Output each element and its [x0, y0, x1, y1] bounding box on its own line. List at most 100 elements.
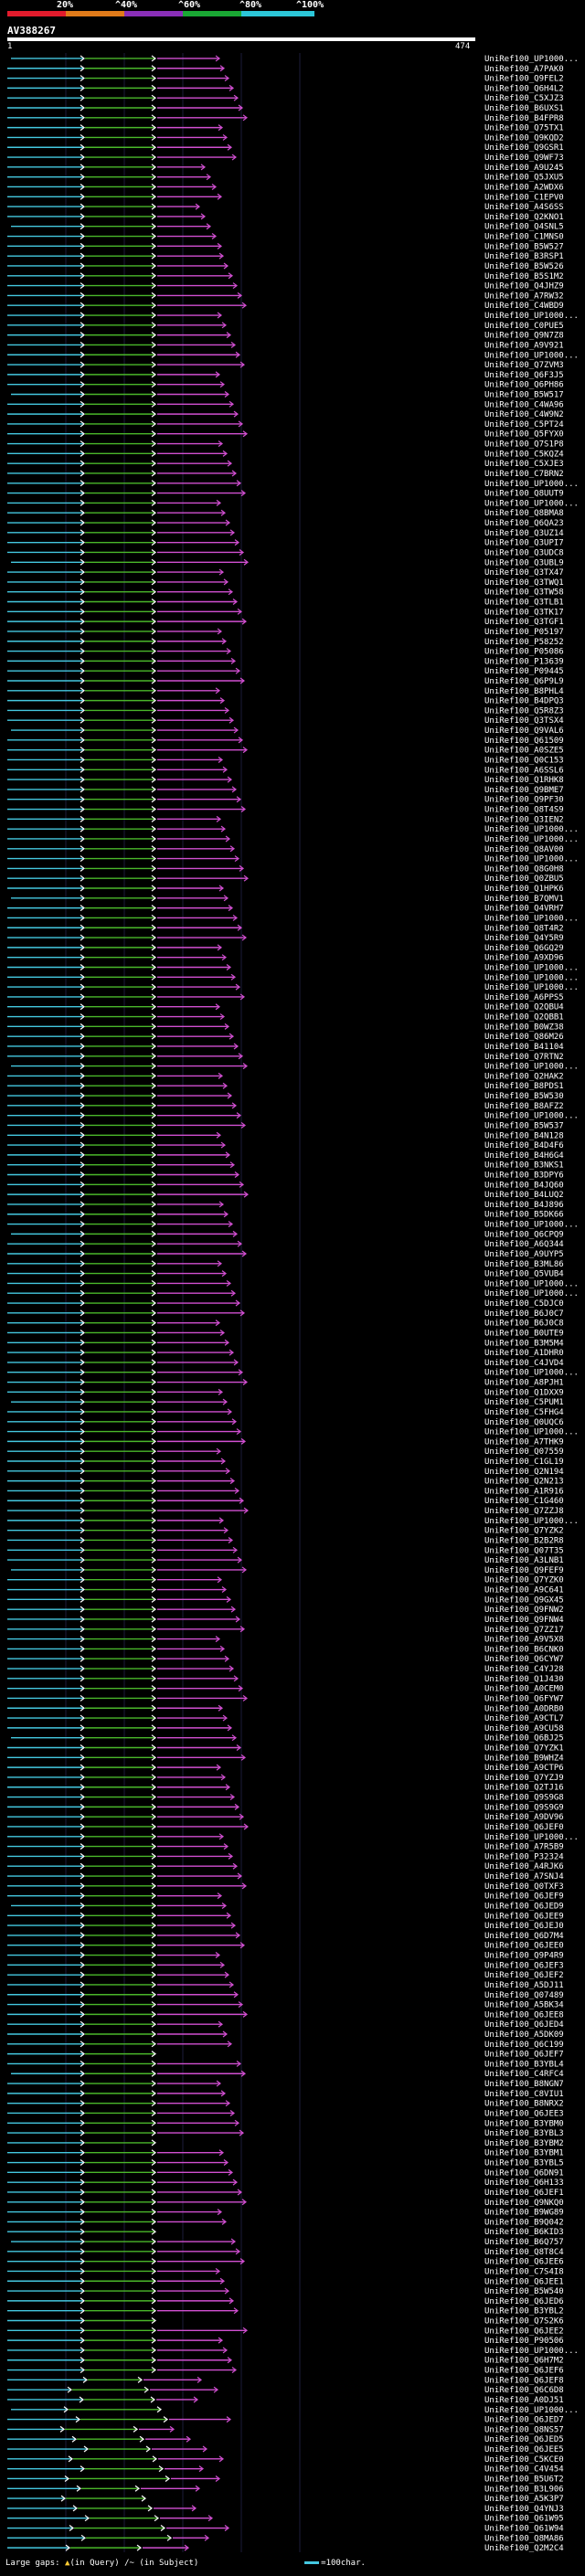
hit-label[interactable]: UniRef100_B3DPY6: [484, 1171, 564, 1181]
hit-label[interactable]: UniRef100_Q9VAL6: [484, 726, 564, 736]
hit-label[interactable]: UniRef100_Q2HAK2: [484, 1072, 564, 1081]
hit-label[interactable]: UniRef100_UP1000...: [484, 351, 579, 360]
hit-row[interactable]: UniRef100_C4W9N2: [7, 410, 564, 419]
hit-label[interactable]: UniRef100_A9UYP5: [484, 1250, 564, 1259]
hit-label[interactable]: UniRef100_Q07T35: [484, 1546, 564, 1555]
hit-label[interactable]: UniRef100_B7QMV1: [484, 895, 564, 904]
hit-label[interactable]: UniRef100_Q3TK17: [484, 608, 564, 617]
hit-row[interactable]: UniRef100_Q6JEF2: [7, 1971, 564, 1980]
hit-label[interactable]: UniRef100_B4N128: [484, 1131, 564, 1140]
hit-label[interactable]: UniRef100_Q7ZVM3: [484, 361, 564, 370]
hit-label[interactable]: UniRef100_Q6JEE6: [484, 2258, 564, 2267]
hit-label[interactable]: UniRef100_B4LUQ2: [484, 1191, 564, 1200]
hit-row[interactable]: UniRef100_C4YJ28: [7, 1665, 564, 1674]
hit-label[interactable]: UniRef100_A8PJH1: [484, 1379, 564, 1388]
hit-row[interactable]: UniRef100_B4D4F6: [7, 1141, 564, 1150]
hit-row[interactable]: UniRef100_B3YBL3: [7, 2129, 564, 2138]
hit-row[interactable]: UniRef100_Q6FYW7: [7, 1694, 564, 1703]
hit-label[interactable]: UniRef100_Q9PF30: [484, 796, 564, 805]
hit-label[interactable]: UniRef100_A5DK09: [484, 2030, 564, 2040]
hit-label[interactable]: UniRef100_B3YBL3: [484, 2129, 564, 2138]
hit-label[interactable]: UniRef100_Q8MA86: [484, 2534, 564, 2543]
hit-label[interactable]: UniRef100_Q6JEE9: [484, 1912, 564, 1921]
hit-label[interactable]: UniRef100_Q6JEF2: [484, 1971, 564, 1980]
hit-label[interactable]: UniRef100_UP1000...: [484, 825, 579, 834]
hit-label[interactable]: UniRef100_UP1000...: [484, 55, 579, 64]
hit-label[interactable]: UniRef100_C5DJC0: [484, 1299, 564, 1309]
hit-row[interactable]: UniRef100_Q5JXU5: [7, 174, 564, 183]
hit-row[interactable]: UniRef100_C4WBD9: [7, 302, 564, 311]
hit-label[interactable]: UniRef100_A1DHR0: [484, 1349, 564, 1358]
hit-row[interactable]: UniRef100_UP1000...: [7, 1369, 579, 1378]
hit-label[interactable]: UniRef100_UP1000...: [484, 1517, 579, 1526]
hit-row[interactable]: UniRef100_A5DJ11: [7, 1981, 564, 1990]
hit-label[interactable]: UniRef100_C5FHG4: [484, 1408, 564, 1417]
hit-row[interactable]: UniRef100_Q6GQ29: [7, 944, 564, 953]
hit-row[interactable]: UniRef100_Q6JED5: [7, 2435, 564, 2444]
hit-label[interactable]: UniRef100_Q2N194: [484, 1468, 564, 1477]
hit-label[interactable]: UniRef100_B0WZ38: [484, 1023, 564, 1032]
hit-label[interactable]: UniRef100_B6UXS1: [484, 104, 564, 113]
hit-label[interactable]: UniRef100_Q6D7M4: [484, 1932, 564, 1941]
hit-row[interactable]: UniRef100_Q9FEL2: [7, 75, 564, 84]
hit-label[interactable]: UniRef100_UP1000...: [484, 973, 579, 982]
hit-label[interactable]: UniRef100_Q7S1P8: [484, 440, 564, 450]
hit-row[interactable]: UniRef100_A0CEM0: [7, 1685, 564, 1694]
hit-label[interactable]: UniRef100_Q9FNW4: [484, 1616, 564, 1625]
hit-label[interactable]: UniRef100_P58252: [484, 638, 564, 647]
hit-label[interactable]: UniRef100_Q6JEF0: [484, 1823, 564, 1832]
hit-label[interactable]: UniRef100_Q9WF73: [484, 154, 564, 163]
hit-row[interactable]: UniRef100_Q5FYX0: [7, 430, 564, 440]
hit-label[interactable]: UniRef100_A9CTP6: [484, 1764, 564, 1773]
hit-row[interactable]: UniRef100_Q6JED7: [7, 2416, 564, 2425]
hit-row[interactable]: UniRef100_Q8T4R2: [7, 924, 564, 933]
hit-label[interactable]: UniRef100_A2WDX6: [484, 183, 564, 192]
hit-label[interactable]: UniRef100_Q6JED9: [484, 1902, 564, 1911]
hit-label[interactable]: UniRef100_B0UTE9: [484, 1329, 564, 1338]
hit-row[interactable]: UniRef100_Q3UZ14: [7, 529, 564, 538]
hit-label[interactable]: UniRef100_UP1000...: [484, 480, 579, 489]
hit-row[interactable]: UniRef100_A7THK9: [7, 1437, 564, 1447]
hit-label[interactable]: UniRef100_Q7YZK1: [484, 1744, 564, 1754]
hit-row[interactable]: UniRef100_Q7YZJ9: [7, 1774, 564, 1783]
hit-label[interactable]: UniRef100_Q61W94: [484, 2525, 564, 2534]
hit-label[interactable]: UniRef100_Q7ZZ17: [484, 1626, 564, 1635]
hit-label[interactable]: UniRef100_Q2QBU4: [484, 1003, 564, 1012]
hit-label[interactable]: UniRef100_UP1000...: [484, 2347, 579, 2356]
hit-label[interactable]: UniRef100_Q9FEF9: [484, 1566, 564, 1575]
hit-label[interactable]: UniRef100_B6CNK0: [484, 1645, 564, 1654]
hit-label[interactable]: UniRef100_Q3TGF1: [484, 618, 564, 627]
hit-row[interactable]: UniRef100_B8PDS1: [7, 1082, 564, 1091]
hit-label[interactable]: UniRef100_A0CEM0: [484, 1685, 564, 1694]
hit-label[interactable]: UniRef100_B3YBM2: [484, 2139, 564, 2148]
hit-row[interactable]: UniRef100_Q4Y5R9: [7, 934, 564, 943]
hit-row[interactable]: UniRef100_C4V454: [7, 2465, 564, 2475]
hit-label[interactable]: UniRef100_B5W527: [484, 242, 564, 251]
hit-row[interactable]: UniRef100_A9V5X8: [7, 1636, 564, 1645]
hit-label[interactable]: UniRef100_B3YBL4: [484, 2060, 564, 2069]
hit-row[interactable]: UniRef100_Q6P9L9: [7, 677, 564, 686]
hit-row[interactable]: UniRef100_Q6F3J5: [7, 371, 564, 380]
hit-label[interactable]: UniRef100_C4JVD4: [484, 1359, 564, 1368]
hit-row[interactable]: UniRef100_Q6JEF7: [7, 2051, 564, 2060]
hit-label[interactable]: UniRef100_A9XD96: [484, 954, 564, 963]
hit-row[interactable]: UniRef100_P90506: [7, 2337, 564, 2346]
hit-label[interactable]: UniRef100_A9DV96: [484, 1813, 564, 1822]
hit-label[interactable]: UniRef100_Q1DXX9: [484, 1388, 564, 1397]
hit-row[interactable]: UniRef100_B8PHL4: [7, 687, 564, 696]
hit-row[interactable]: UniRef100_Q6H7M2: [7, 2357, 564, 2366]
hit-row[interactable]: UniRef100_Q9P4R9: [7, 1952, 564, 1961]
hit-row[interactable]: UniRef100_B9WHZ4: [7, 1754, 564, 1763]
hit-row[interactable]: UniRef100_C5XJE3: [7, 460, 564, 469]
hit-row[interactable]: UniRef100_UP1000...: [7, 351, 579, 360]
hit-label[interactable]: UniRef100_Q6CYW7: [484, 1655, 564, 1664]
hit-row[interactable]: UniRef100_B5W527: [7, 242, 564, 251]
hit-label[interactable]: UniRef100_Q3UZ14: [484, 529, 564, 538]
hit-label[interactable]: UniRef100_Q7ZZJ8: [484, 1507, 564, 1516]
hit-row[interactable]: UniRef100_Q2HAK2: [7, 1072, 564, 1081]
hit-label[interactable]: UniRef100_C5KCE0: [484, 2455, 564, 2465]
hit-row[interactable]: UniRef100_A9UYP5: [7, 1250, 564, 1259]
hit-label[interactable]: UniRef100_B5U6T2: [484, 2475, 564, 2484]
hit-label[interactable]: UniRef100_Q6JEF1: [484, 2189, 564, 2198]
hit-row[interactable]: UniRef100_Q9NKQ0: [7, 2199, 564, 2208]
